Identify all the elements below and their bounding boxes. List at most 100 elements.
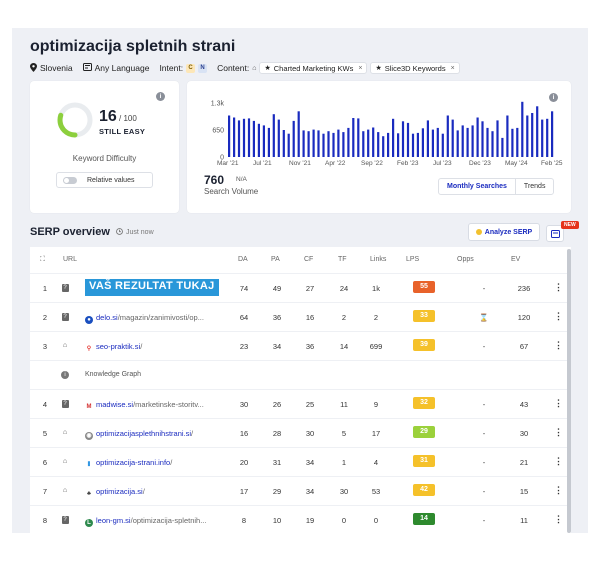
- volume-bar[interactable]: [242, 118, 246, 157]
- volume-bar[interactable]: [392, 118, 395, 157]
- info-icon[interactable]: i: [549, 93, 558, 102]
- volume-bar[interactable]: [307, 131, 310, 157]
- volume-bar[interactable]: [526, 115, 529, 158]
- volume-bar[interactable]: [421, 128, 424, 157]
- row-menu-icon[interactable]: ⋮: [554, 398, 563, 408]
- col-cf[interactable]: CF: [304, 256, 314, 263]
- volume-bar[interactable]: [501, 137, 504, 157]
- volume-bar[interactable]: [541, 119, 544, 157]
- volume-bar[interactable]: [228, 115, 231, 158]
- table-scrollbar[interactable]: [567, 249, 571, 533]
- volume-bar[interactable]: [506, 115, 509, 158]
- info-icon[interactable]: i: [156, 92, 165, 101]
- result-url[interactable]: ♣ optimizacija.si/: [85, 487, 145, 498]
- col-lps[interactable]: LPS: [406, 256, 420, 263]
- volume-bar[interactable]: [441, 133, 444, 157]
- volume-bar[interactable]: [362, 131, 365, 157]
- volume-bar[interactable]: [531, 113, 534, 157]
- volume-bar[interactable]: [481, 121, 484, 157]
- col-ev[interactable]: EV: [511, 256, 521, 263]
- volume-bar[interactable]: [516, 127, 519, 157]
- expand-icon[interactable]: ⛶: [40, 256, 45, 263]
- volume-bar[interactable]: [446, 115, 449, 158]
- col-links[interactable]: Links: [370, 256, 387, 263]
- volume-bar[interactable]: [466, 127, 469, 157]
- volume-bar[interactable]: [461, 125, 464, 157]
- col-url[interactable]: URL: [63, 256, 78, 263]
- volume-bar[interactable]: [521, 101, 524, 157]
- volume-bar[interactable]: [511, 128, 514, 157]
- volume-bar[interactable]: [416, 132, 419, 157]
- volume-bar[interactable]: [322, 133, 325, 157]
- volume-bar[interactable]: [476, 117, 479, 158]
- volume-bar[interactable]: [312, 129, 315, 157]
- volume-bar[interactable]: [397, 133, 400, 157]
- col-pa[interactable]: PA: [271, 256, 280, 263]
- location-filter[interactable]: Slovenia: [30, 62, 73, 74]
- result-url[interactable]: ◉ optimizacijasplethnihstrani.si/: [85, 429, 193, 440]
- volume-bar[interactable]: [247, 118, 251, 157]
- row-menu-icon[interactable]: ⋮: [554, 485, 563, 495]
- close-icon[interactable]: ×: [450, 64, 455, 72]
- volume-bar[interactable]: [426, 120, 429, 157]
- language-filter[interactable]: Any Language: [82, 63, 149, 73]
- row-menu-icon[interactable]: ⋮: [554, 311, 563, 321]
- volume-bar[interactable]: [536, 106, 539, 157]
- col-opps[interactable]: Opps: [457, 256, 474, 263]
- tab-trends[interactable]: Trends: [523, 183, 546, 190]
- volume-bar[interactable]: [233, 117, 236, 158]
- volume-bar[interactable]: [546, 118, 549, 157]
- volume-bar[interactable]: [486, 127, 489, 157]
- volume-bar[interactable]: [252, 120, 255, 157]
- volume-bar[interactable]: [367, 129, 370, 157]
- chip-slice3d[interactable]: ★ Slice3D Keywords ×: [370, 62, 460, 74]
- volume-bar[interactable]: [471, 125, 474, 157]
- row-menu-icon[interactable]: ⋮: [554, 427, 563, 437]
- volume-bar[interactable]: [277, 119, 280, 157]
- volume-bar[interactable]: [357, 118, 360, 157]
- volume-bar[interactable]: [272, 114, 275, 157]
- volume-bar[interactable]: [456, 130, 459, 157]
- volume-bar[interactable]: [297, 111, 300, 157]
- volume-bar[interactable]: [257, 123, 260, 157]
- volume-bar[interactable]: [302, 130, 305, 157]
- volume-bar[interactable]: [282, 130, 285, 157]
- volume-bar[interactable]: [347, 127, 350, 157]
- volume-bar[interactable]: [372, 127, 375, 158]
- row-menu-icon[interactable]: ⋮: [554, 340, 563, 350]
- row-menu-icon[interactable]: ⋮: [554, 456, 563, 466]
- volume-bar[interactable]: [352, 118, 355, 157]
- volume-bar[interactable]: [237, 120, 241, 157]
- row-menu-icon[interactable]: ⋮: [554, 282, 563, 292]
- volume-bar[interactable]: [431, 129, 434, 157]
- volume-bar[interactable]: [377, 132, 380, 157]
- volume-bar[interactable]: [551, 111, 554, 157]
- volume-bar[interactable]: [337, 129, 340, 157]
- chip-charted-marketing[interactable]: ★ Charted Marketing KWs ×: [259, 62, 368, 74]
- volume-bar[interactable]: [332, 132, 335, 157]
- volume-bar[interactable]: [406, 122, 410, 157]
- volume-bar[interactable]: [382, 136, 385, 157]
- volume-bar[interactable]: [411, 133, 415, 157]
- volume-bar[interactable]: [436, 127, 439, 157]
- volume-bar[interactable]: [401, 121, 405, 157]
- col-da[interactable]: DA: [238, 256, 248, 263]
- volume-bar[interactable]: [342, 132, 345, 157]
- analyze-serp-button[interactable]: Analyze SERP: [468, 223, 540, 241]
- volume-bar[interactable]: [327, 131, 330, 157]
- result-url[interactable]: ⚲ seo-praktik.si/: [85, 342, 142, 353]
- volume-bar[interactable]: [267, 127, 270, 157]
- close-icon[interactable]: ×: [358, 64, 363, 72]
- volume-bar[interactable]: [496, 120, 499, 157]
- volume-bar[interactable]: [451, 119, 454, 157]
- volume-bar[interactable]: [292, 120, 295, 157]
- result-url[interactable]: ⦀ optimizacija-strani.info/: [85, 458, 172, 469]
- volume-bar[interactable]: [262, 125, 265, 157]
- relative-values-toggle[interactable]: Relative values: [56, 172, 153, 188]
- result-url[interactable]: ● delo.si/magazin/zanimivosti/op...: [85, 313, 204, 324]
- volume-bar[interactable]: [287, 133, 290, 157]
- col-tf[interactable]: TF: [338, 256, 347, 263]
- toggle-switch[interactable]: [63, 176, 77, 184]
